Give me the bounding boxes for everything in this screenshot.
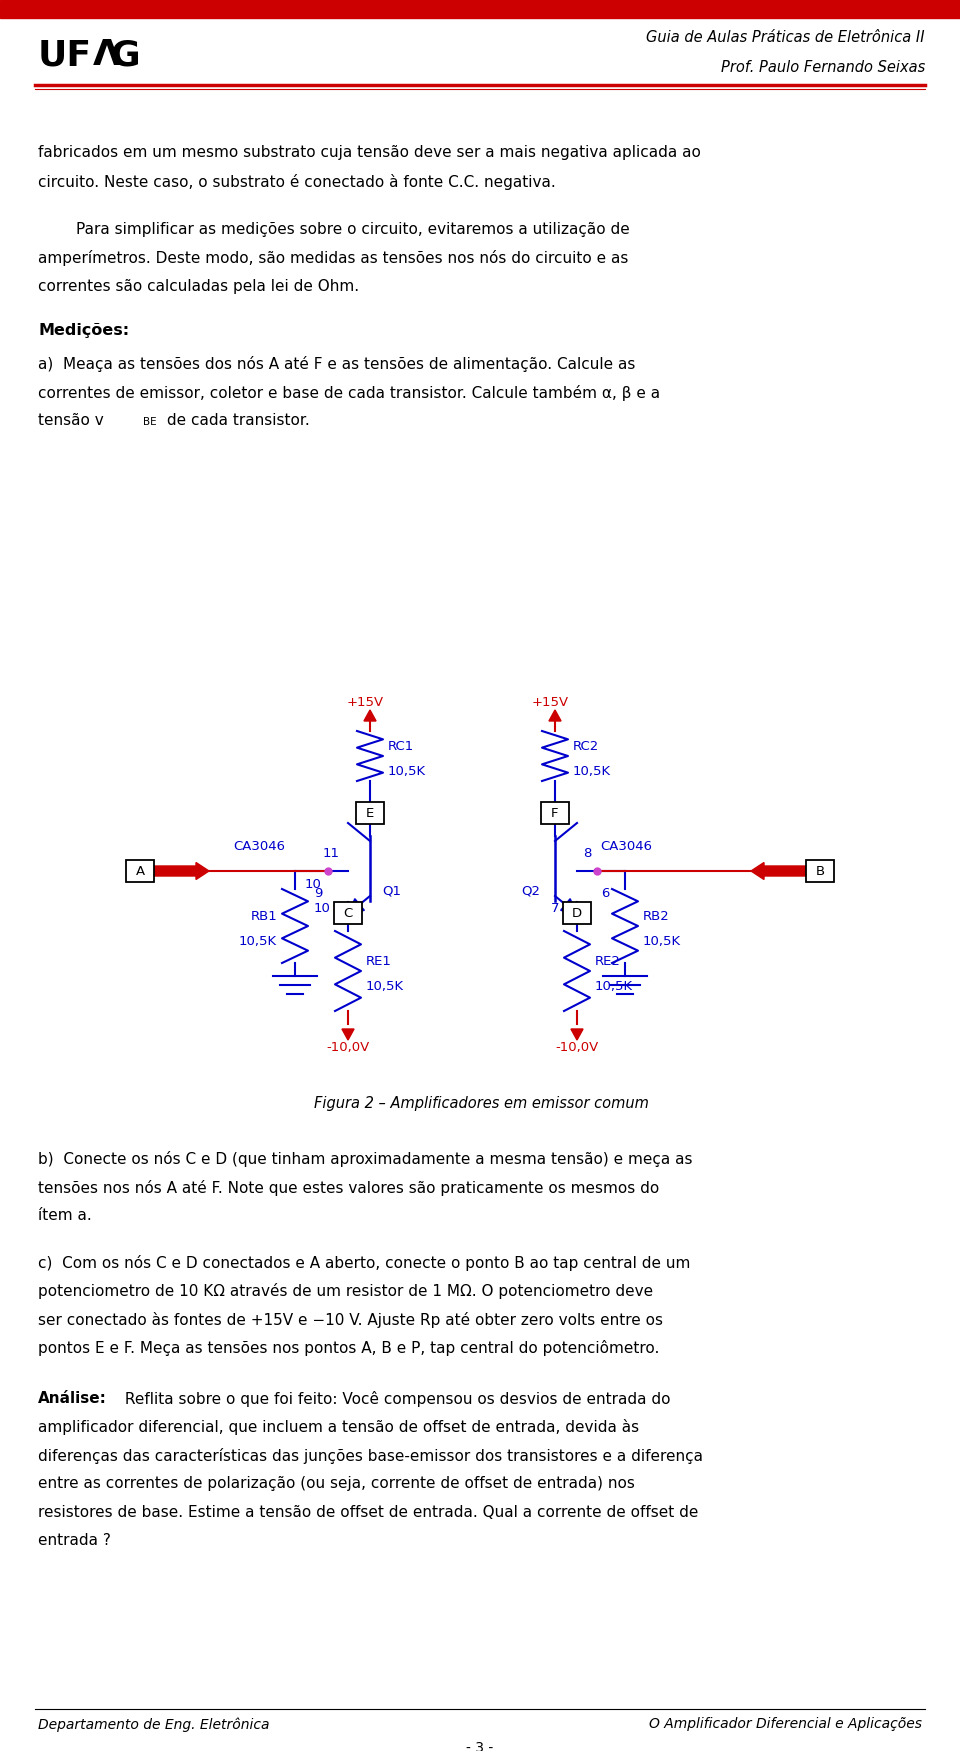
Text: RE2: RE2 [595, 954, 621, 968]
Text: ítem a.: ítem a. [38, 1208, 92, 1222]
Text: O Amplificador Diferencial e Aplicações: O Amplificador Diferencial e Aplicações [649, 1718, 922, 1732]
Text: Departamento de Eng. Eletrônica: Departamento de Eng. Eletrônica [38, 1718, 270, 1732]
Polygon shape [561, 898, 577, 914]
Text: Medições:: Medições: [38, 322, 130, 338]
Text: UF: UF [38, 39, 92, 72]
Text: 9: 9 [314, 886, 323, 900]
Text: 6: 6 [601, 886, 610, 900]
Text: B: B [815, 865, 825, 877]
Polygon shape [342, 1030, 354, 1040]
Text: 10,5K: 10,5K [573, 765, 612, 777]
Text: 10,5K: 10,5K [366, 979, 404, 993]
Text: Reflita sobre o que foi feito: Você compensou os desvios de entrada do: Reflita sobre o que foi feito: Você comp… [120, 1390, 670, 1406]
Text: 10,5K: 10,5K [643, 935, 682, 947]
Text: Para simplificar as medições sobre o circuito, evitaremos a utilização de: Para simplificar as medições sobre o cir… [76, 222, 630, 236]
Text: C: C [344, 907, 352, 919]
Text: Figura 2 – Amplificadores em emissor comum: Figura 2 – Amplificadores em emissor com… [314, 1096, 649, 1110]
Text: Guia de Aulas Práticas de Eletrônica II: Guia de Aulas Práticas de Eletrônica II [646, 30, 925, 46]
Text: tensões nos nós A até F. Note que estes valores são praticamente os mesmos do: tensões nos nós A até F. Note que estes … [38, 1180, 660, 1196]
Text: b)  Conecte os nós C e D (que tinham aproximadamente a mesma tensão) e meça as: b) Conecte os nós C e D (que tinham apro… [38, 1150, 692, 1166]
Bar [563, 902, 591, 925]
Bar [126, 860, 154, 883]
Text: 10,5K: 10,5K [388, 765, 426, 777]
Text: c)  Com os nós C e D conectados e A aberto, conecte o ponto B ao tap central de : c) Com os nós C e D conectados e A abert… [38, 1254, 690, 1271]
Text: BE: BE [143, 417, 156, 427]
Bar [541, 802, 569, 825]
Text: amperímetros. Deste modo, são medidas as tensões nos nós do circuito e as: amperímetros. Deste modo, são medidas as… [38, 250, 629, 266]
Text: de cada transistor.: de cada transistor. [162, 413, 310, 427]
Text: RC1: RC1 [388, 739, 415, 753]
Text: entre as correntes de polarização (ou seja, corrente de offset de entrada) nos: entre as correntes de polarização (ou se… [38, 1476, 635, 1492]
Text: Q2: Q2 [521, 884, 540, 898]
Text: F: F [551, 807, 559, 819]
Text: fabricados em um mesmo substrato cuja tensão deve ser a mais negativa aplicada a: fabricados em um mesmo substrato cuja te… [38, 145, 701, 159]
Text: Análise:: Análise: [38, 1390, 107, 1406]
Text: G: G [110, 39, 139, 72]
Text: correntes de emissor, coletor e base de cada transistor. Calcule também α, β e a: correntes de emissor, coletor e base de … [38, 385, 660, 401]
Text: CA3046: CA3046 [233, 839, 285, 853]
Text: amplificador diferencial, que incluem a tensão de offset de entrada, devida às: amplificador diferencial, que incluem a … [38, 1418, 639, 1436]
Text: RC2: RC2 [573, 739, 599, 753]
Text: correntes são calculadas pela lei de Ohm.: correntes são calculadas pela lei de Ohm… [38, 278, 359, 294]
Text: +15V: +15V [532, 695, 568, 709]
Text: E: E [366, 807, 374, 819]
Text: -10,0V: -10,0V [326, 1042, 370, 1054]
Text: ser conectado às fontes de +15V e −10 V. Ajuste Rp até obter zero volts entre os: ser conectado às fontes de +15V e −10 V.… [38, 1311, 663, 1327]
Text: RB2: RB2 [643, 909, 670, 923]
Text: 10: 10 [305, 877, 322, 891]
Polygon shape [549, 709, 561, 721]
Text: Λ: Λ [93, 39, 121, 72]
Text: - 3 -: - 3 - [467, 1740, 493, 1751]
Text: resistores de base. Estime a tensão de offset de entrada. Qual a corrente de off: resistores de base. Estime a tensão de o… [38, 1504, 698, 1520]
Text: RE1: RE1 [366, 954, 392, 968]
Text: Q1: Q1 [382, 884, 401, 898]
FancyArrow shape [751, 863, 806, 879]
Text: tensão v: tensão v [38, 413, 104, 427]
Polygon shape [348, 898, 365, 914]
Bar [0, 0, 960, 18]
Text: diferenças das características das junções base-emissor dos transistores e a dif: diferenças das características das junçõ… [38, 1448, 703, 1464]
Text: A: A [135, 865, 145, 877]
Text: 8: 8 [583, 846, 591, 860]
Text: 7: 7 [550, 902, 559, 914]
Text: 10,5K: 10,5K [595, 979, 634, 993]
Polygon shape [364, 709, 376, 721]
Text: circuito. Neste caso, o substrato é conectado à fonte C.C. negativa.: circuito. Neste caso, o substrato é cone… [38, 173, 556, 189]
Bar [334, 902, 362, 925]
Text: 10: 10 [313, 902, 330, 914]
Bar [356, 802, 384, 825]
Polygon shape [571, 1030, 583, 1040]
Bar [806, 860, 834, 883]
Text: a)  Meaça as tensões dos nós A até F e as tensões de alimentação. Calcule as: a) Meaça as tensões dos nós A até F e as… [38, 355, 636, 371]
Text: 10,5K: 10,5K [239, 935, 277, 947]
FancyArrow shape [154, 863, 209, 879]
Text: Prof. Paulo Fernando Seixas: Prof. Paulo Fernando Seixas [721, 61, 925, 75]
Text: -10,0V: -10,0V [556, 1042, 599, 1054]
Text: 11: 11 [323, 846, 340, 860]
Text: CA3046: CA3046 [600, 839, 652, 853]
Text: potenciometro de 10 KΩ através de um resistor de 1 MΩ. O potenciometro deve: potenciometro de 10 KΩ através de um res… [38, 1283, 653, 1299]
Text: D: D [572, 907, 582, 919]
Text: pontos E e F. Meça as tensões nos pontos A, B e P, tap central do potenciômetro.: pontos E e F. Meça as tensões nos pontos… [38, 1340, 660, 1355]
Text: +15V: +15V [347, 695, 384, 709]
Text: RB1: RB1 [251, 909, 277, 923]
Text: entrada ?: entrada ? [38, 1532, 110, 1548]
